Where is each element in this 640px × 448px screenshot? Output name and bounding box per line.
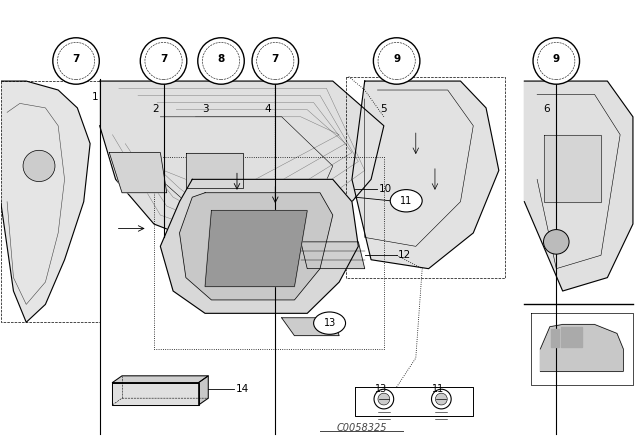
Text: 1: 1 [92, 92, 99, 102]
Text: 7: 7 [160, 54, 167, 64]
Ellipse shape [23, 151, 55, 181]
Text: 6: 6 [543, 104, 550, 114]
Polygon shape [540, 324, 623, 371]
Text: 2: 2 [152, 104, 159, 114]
Polygon shape [551, 329, 559, 347]
Circle shape [390, 190, 422, 212]
Text: 12: 12 [398, 250, 411, 260]
Ellipse shape [378, 393, 390, 405]
Text: 13: 13 [374, 384, 387, 394]
Text: 11: 11 [432, 384, 444, 394]
Text: 9: 9 [393, 54, 400, 64]
Text: 13: 13 [323, 318, 336, 328]
Text: 10: 10 [379, 184, 392, 194]
Polygon shape [179, 193, 333, 300]
Polygon shape [282, 318, 339, 336]
Ellipse shape [252, 38, 298, 84]
Text: 11: 11 [400, 196, 412, 206]
Polygon shape [198, 376, 208, 405]
Polygon shape [100, 81, 384, 260]
Text: 7: 7 [72, 54, 80, 64]
Text: 8: 8 [218, 54, 225, 64]
Polygon shape [109, 152, 167, 193]
Polygon shape [113, 383, 198, 405]
Polygon shape [161, 179, 358, 313]
Ellipse shape [374, 389, 394, 409]
Ellipse shape [373, 38, 420, 84]
Ellipse shape [198, 38, 244, 84]
Polygon shape [186, 152, 243, 188]
Polygon shape [531, 313, 633, 385]
Text: 4: 4 [264, 104, 271, 114]
Polygon shape [561, 327, 582, 347]
Polygon shape [352, 81, 499, 269]
Text: 3: 3 [202, 104, 209, 114]
Text: 5: 5 [381, 104, 387, 114]
Circle shape [314, 312, 346, 334]
Polygon shape [301, 242, 365, 269]
Text: 9: 9 [553, 54, 560, 64]
Ellipse shape [543, 229, 569, 254]
Polygon shape [543, 135, 601, 202]
Polygon shape [524, 81, 633, 291]
Polygon shape [113, 376, 208, 383]
Text: 7: 7 [271, 54, 279, 64]
Text: 14: 14 [236, 384, 249, 394]
Ellipse shape [435, 393, 447, 405]
Ellipse shape [431, 389, 451, 409]
Ellipse shape [533, 38, 580, 84]
Text: C0058325: C0058325 [336, 423, 387, 433]
Polygon shape [205, 211, 307, 287]
Polygon shape [1, 81, 90, 322]
Ellipse shape [53, 38, 99, 84]
Ellipse shape [140, 38, 187, 84]
